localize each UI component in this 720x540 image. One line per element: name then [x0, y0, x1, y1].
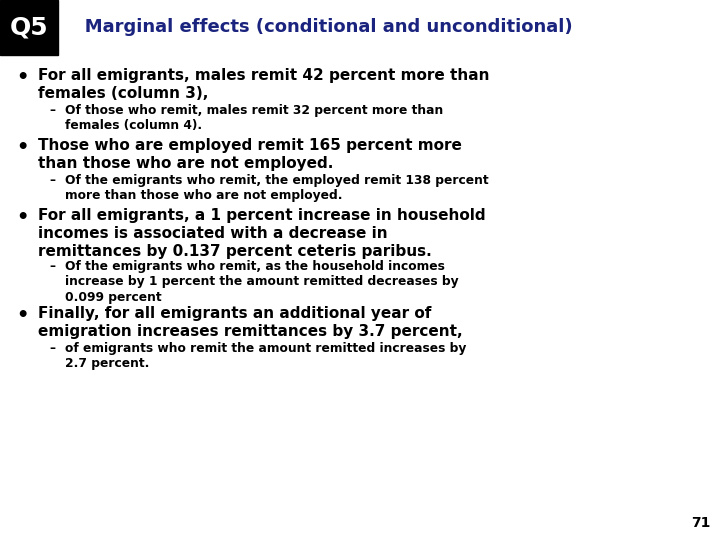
Text: 71: 71 — [690, 516, 710, 530]
Text: •: • — [16, 208, 28, 227]
Text: –: – — [49, 260, 55, 273]
Text: Marginal effects (conditional and unconditional): Marginal effects (conditional and uncond… — [66, 18, 572, 37]
Text: Of the emigrants who remit, as the household incomes
increase by 1 percent the a: Of the emigrants who remit, as the house… — [65, 260, 459, 304]
Text: •: • — [16, 138, 28, 157]
Text: of emigrants who remit the amount remitted increases by
2.7 percent.: of emigrants who remit the amount remitt… — [65, 342, 467, 370]
FancyBboxPatch shape — [0, 0, 58, 55]
Text: For all emigrants, males remit 42 percent more than
females (column 3),: For all emigrants, males remit 42 percen… — [38, 68, 490, 101]
Text: Q5: Q5 — [9, 16, 48, 39]
Text: Of the emigrants who remit, the employed remit 138 percent
more than those who a: Of the emigrants who remit, the employed… — [65, 174, 489, 202]
Text: Those who are employed remit 165 percent more
than those who are not employed.: Those who are employed remit 165 percent… — [38, 138, 462, 171]
Text: –: – — [49, 174, 55, 187]
Text: Finally, for all emigrants an additional year of
emigration increases remittance: Finally, for all emigrants an additional… — [38, 306, 463, 339]
Text: –: – — [49, 104, 55, 117]
Text: –: – — [49, 342, 55, 355]
Text: •: • — [16, 68, 28, 87]
Text: For all emigrants, a 1 percent increase in household
incomes is associated with : For all emigrants, a 1 percent increase … — [38, 208, 485, 259]
Text: •: • — [16, 306, 28, 325]
Text: Of those who remit, males remit 32 percent more than
females (column 4).: Of those who remit, males remit 32 perce… — [65, 104, 444, 132]
